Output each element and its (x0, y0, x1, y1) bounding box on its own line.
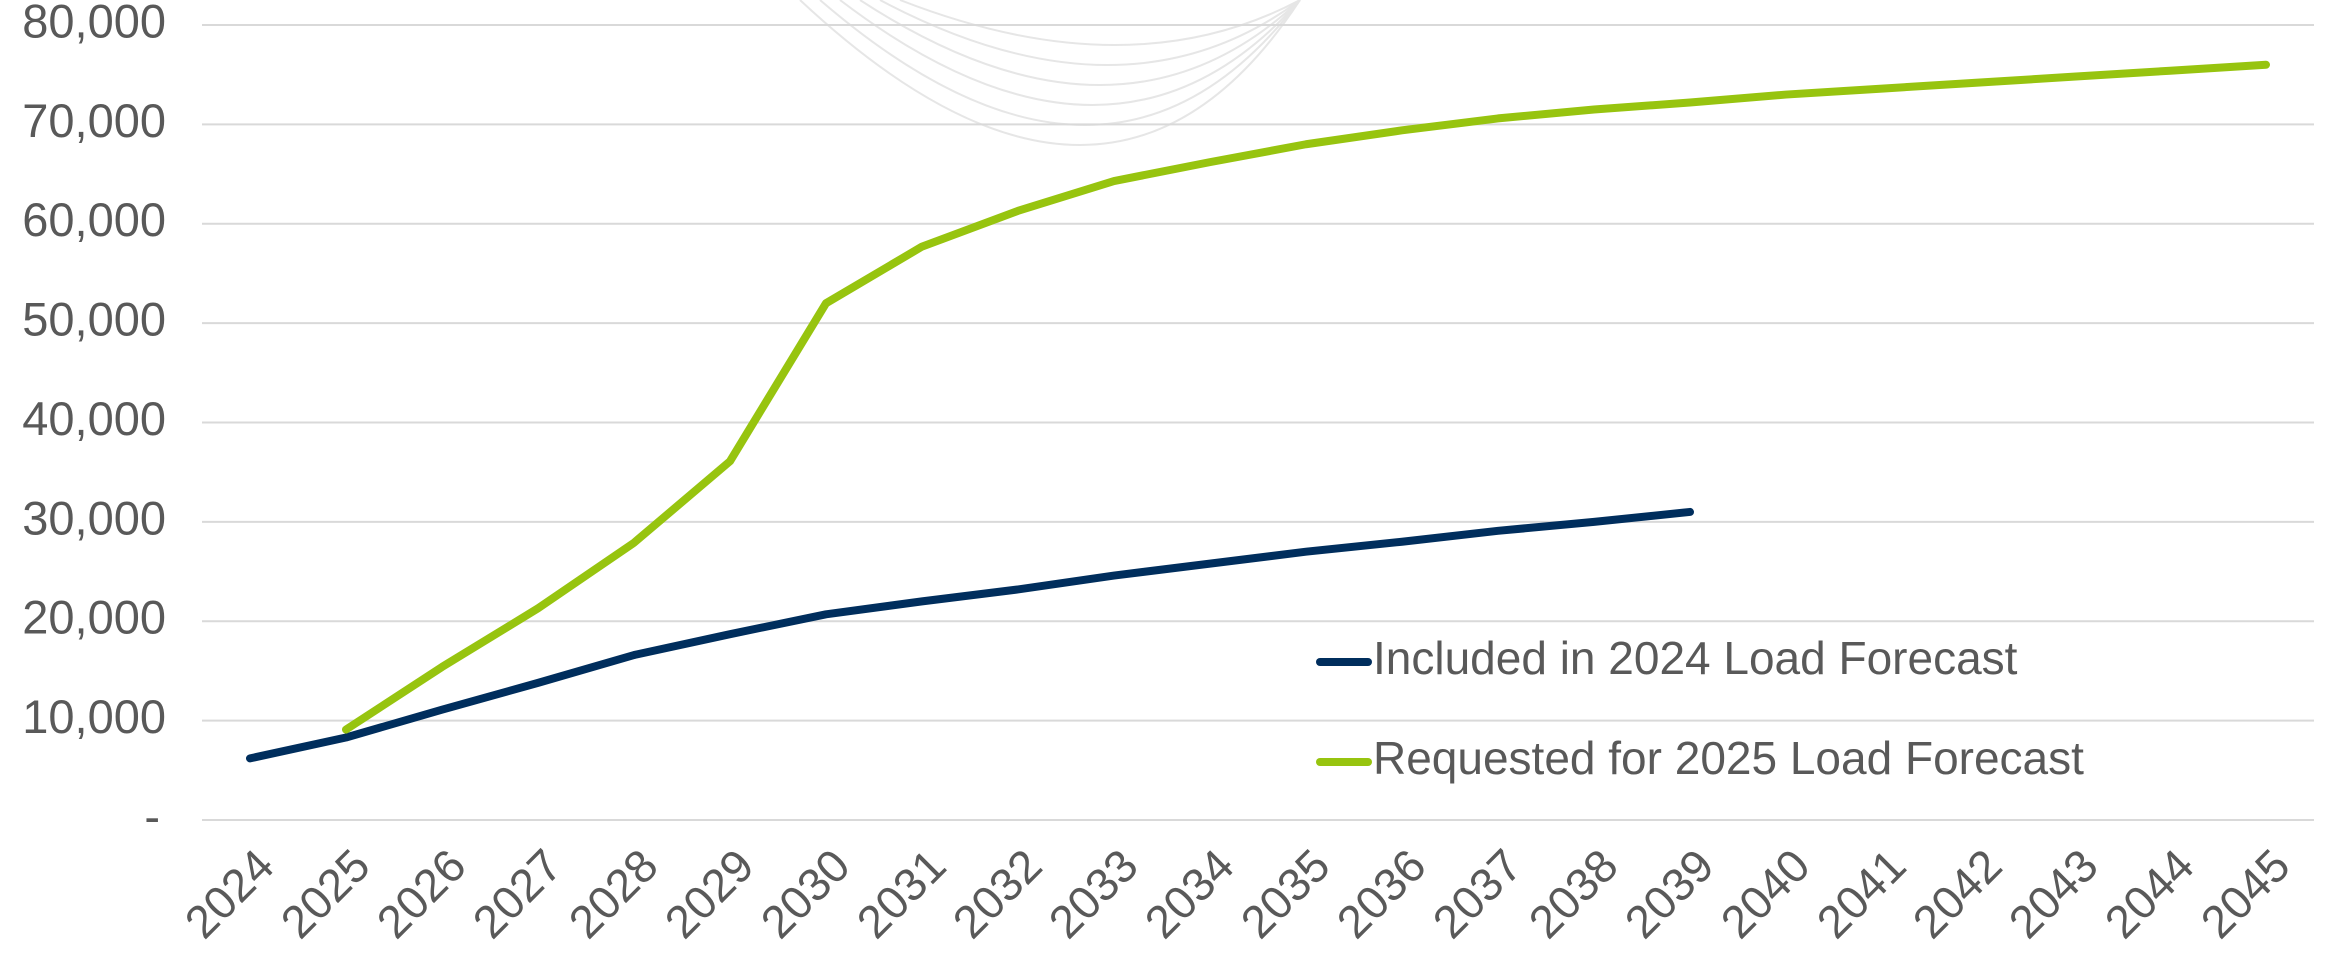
y-tick-label: 40,000 (22, 392, 166, 445)
watermark-arcs (799, 0, 1301, 146)
y-tick-label: 70,000 (22, 94, 166, 147)
series-line (246, 507, 1694, 763)
x-tick-label: 2024 (175, 839, 284, 948)
x-tick-label: 2032 (943, 839, 1052, 948)
x-tick-label: 2043 (1999, 839, 2108, 948)
x-tick-label: 2028 (559, 839, 668, 948)
x-tick-label: 2026 (367, 839, 476, 948)
x-tick-label: 2042 (1903, 839, 2012, 948)
x-tick-label: 2035 (1231, 839, 1340, 948)
y-tick-label: - (144, 789, 160, 842)
y-tick-label: 30,000 (22, 491, 166, 544)
x-tick-label: 2025 (271, 839, 380, 948)
x-tick-label: 2044 (2095, 839, 2204, 948)
x-tick-label: 2027 (463, 839, 572, 948)
y-tick-label: 20,000 (22, 591, 166, 644)
series-line (342, 60, 2270, 734)
x-tick-label: 2038 (1519, 839, 1628, 948)
y-tick-label: 10,000 (22, 690, 166, 743)
x-tick-label: 2041 (1807, 839, 1916, 948)
y-tick-label: 80,000 (22, 0, 166, 47)
x-tick-label: 2039 (1615, 839, 1724, 948)
legend-label: Included in 2024 Load Forecast (1373, 632, 2018, 684)
x-tick-label: 2033 (1039, 839, 1148, 948)
x-tick-label: 2031 (847, 839, 956, 948)
x-tick-label: 2029 (655, 839, 764, 948)
x-tick-label: 2036 (1327, 839, 1436, 948)
x-tick-label: 2045 (2191, 839, 2300, 948)
x-tick-label: 2030 (751, 839, 860, 948)
x-tick-label: 2040 (1711, 839, 1820, 948)
y-tick-label: 50,000 (22, 293, 166, 346)
legend-label: Requested for 2025 Load Forecast (1373, 732, 2084, 784)
x-tick-label: 2037 (1423, 839, 1532, 948)
y-tick-label: 60,000 (22, 193, 166, 246)
x-tick-label: 2034 (1135, 839, 1244, 948)
